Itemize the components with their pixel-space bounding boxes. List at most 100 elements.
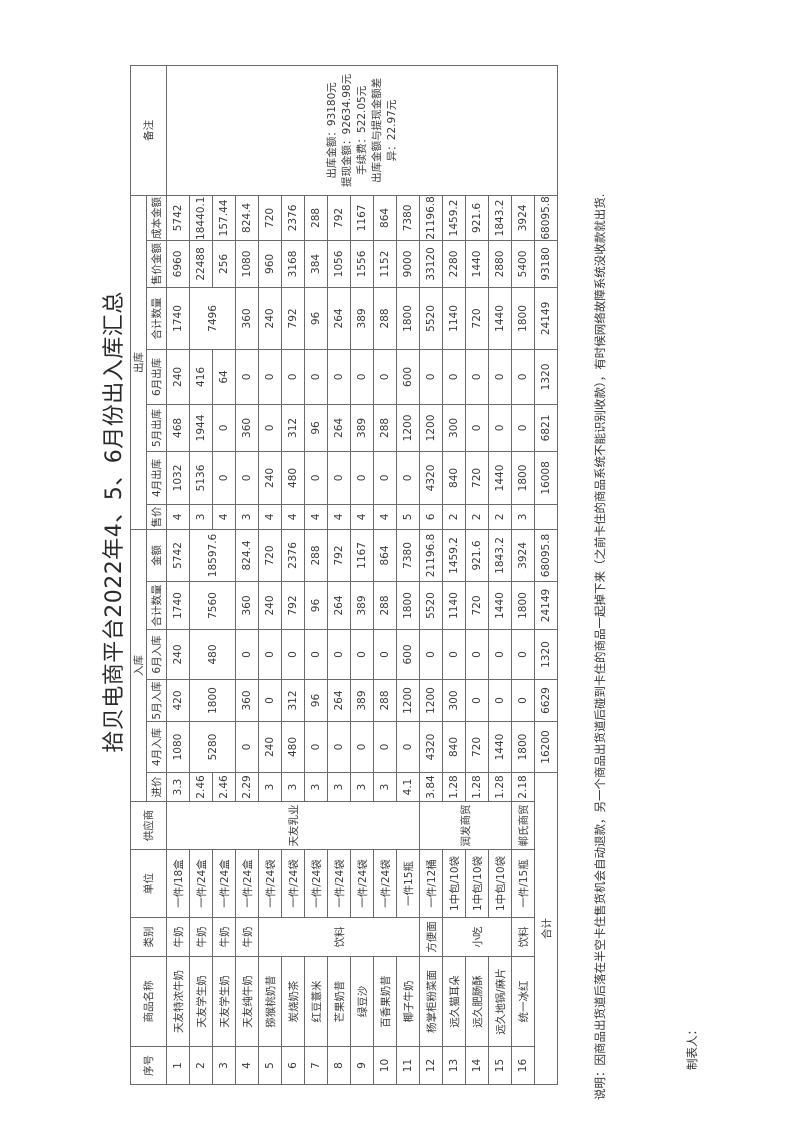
cell-sale-amount: 33120	[419, 240, 443, 288]
cell-out-apr: 0	[373, 451, 397, 505]
cell-out-apr: 0	[304, 451, 328, 505]
remark-line: 提现金额：92634.98元	[340, 73, 353, 187]
total-row: 合计 16200 6629 1320 24149 68095.8 16008 6821 1320…	[534, 65, 558, 1085]
cell-unit: 一件/24盒	[212, 849, 236, 918]
cell-in-may: 1200	[396, 679, 420, 722]
cell-in-jun: 600	[396, 629, 420, 680]
cell-cost-price: 1.28	[488, 772, 512, 802]
cell-no: 8	[327, 1046, 351, 1085]
cell-name: 远久地锅/麻片	[488, 956, 512, 1047]
cell-cost-price: 3.84	[419, 772, 443, 802]
cell-no: 15	[488, 1046, 512, 1085]
cell-in-amount: 720	[258, 529, 282, 582]
cell-sale-price: 4	[166, 504, 190, 530]
cell-out-apr: 480	[281, 451, 305, 505]
cell-in-jun: 480	[189, 629, 236, 680]
cell-out-jun: 0	[442, 349, 466, 405]
cell-supplier: 郸氏商贸	[511, 801, 535, 850]
cell-cost-price: 3	[258, 772, 282, 802]
cell-out-jun: 64	[212, 349, 236, 405]
header-cost-price: 进价	[146, 772, 167, 802]
total-label: 合计	[534, 772, 558, 1085]
cell-cost-price: 3	[327, 772, 351, 802]
header-in-may: 5月入库	[146, 679, 167, 722]
table-row: 16 统一冰红 饮料 一件/15瓶 郸氏商贸 2.18 1800 0 0 1800 3924 3 180…	[511, 65, 535, 1085]
cell-cost-amount: 5742	[166, 195, 190, 241]
cell-category: 牛奶	[235, 917, 259, 957]
cell-cost-amount: 7380	[396, 195, 420, 241]
cell-cost-amount: 157.44	[212, 195, 236, 241]
cell-in-apr: 240	[258, 721, 282, 773]
cell-in-total: 240	[258, 581, 282, 630]
cell-name: 远久肥肠酥	[465, 956, 489, 1047]
cell-sale-amount: 1556	[350, 240, 374, 288]
cell-in-amount: 288	[304, 529, 328, 582]
cell-out-may: 288	[373, 404, 397, 452]
cell-out-may: 96	[304, 404, 328, 452]
cell-name: 猕猴桃奶昔	[258, 956, 282, 1047]
total-out-apr: 16008	[534, 451, 558, 505]
cell-out-apr: 720	[465, 451, 489, 505]
total-out-may: 6821	[534, 404, 558, 452]
cell-in-total: 1800	[511, 581, 535, 630]
cell-sale-amount: 9000	[396, 240, 420, 288]
header-outbound-group: 出库	[130, 195, 147, 530]
cell-out-total: 792	[281, 287, 305, 350]
cell-out-may: 0	[465, 404, 489, 452]
cell-category: 牛奶	[189, 917, 213, 957]
remark-line: 出库金额：93180元	[325, 82, 338, 179]
total-in-amount: 68095.8	[534, 529, 558, 582]
cell-out-may: 0	[212, 404, 236, 452]
cell-in-may: 389	[350, 679, 374, 722]
cell-out-may: 389	[350, 404, 374, 452]
cell-out-jun: 0	[488, 349, 512, 405]
cell-no: 3	[212, 1046, 236, 1085]
cell-sale-price: 6	[419, 504, 443, 530]
cell-name: 杨掌柜粉菜面	[419, 956, 443, 1047]
cell-in-amount: 21196.8	[419, 529, 443, 582]
cell-cost-price: 3	[350, 772, 374, 802]
cell-unit: 一件/24袋	[350, 849, 374, 918]
remark-line: 出库金额与提现金额差异：22.97元	[370, 77, 398, 183]
cell-in-apr: 0	[304, 721, 328, 773]
total-sale-price	[534, 504, 558, 530]
cell-out-may: 300	[442, 404, 466, 452]
cell-in-may: 264	[327, 679, 351, 722]
cell-in-amount: 5742	[166, 529, 190, 582]
cell-category: 方便面	[419, 917, 443, 957]
cell-out-total: 240	[258, 287, 282, 350]
cell-category: 小吃	[442, 917, 512, 957]
cell-category: 饮料	[258, 917, 420, 957]
cell-out-jun: 0	[350, 349, 374, 405]
cell-cost-amount: 21196.8	[419, 195, 443, 241]
cell-in-jun: 0	[258, 629, 282, 680]
cell-cost-price: 2.29	[235, 772, 259, 802]
cell-cost-amount: 792	[327, 195, 351, 241]
cell-out-apr: 1440	[488, 451, 512, 505]
cell-out-total: 264	[327, 287, 351, 350]
cell-supplier: 天友乳业	[166, 801, 420, 850]
cell-cost-price: 2.46	[212, 772, 236, 802]
cell-out-apr: 1032	[166, 451, 190, 505]
cell-in-apr: 0	[350, 721, 374, 773]
cell-name: 炭烧奶茶	[281, 956, 305, 1047]
cell-in-apr: 0	[396, 721, 420, 773]
cell-out-total: 720	[465, 287, 489, 350]
cell-out-apr: 1800	[511, 451, 535, 505]
header-row: 序号 商品名称 类别 单位 供应商 入库 出库 备注	[130, 65, 167, 1085]
cell-sale-price: 4	[373, 504, 397, 530]
cell-out-total: 96	[304, 287, 328, 350]
cell-unit: 一件/24袋	[327, 849, 351, 918]
cell-in-apr: 720	[465, 721, 489, 773]
cell-in-may: 96	[304, 679, 328, 722]
cell-no: 9	[350, 1046, 374, 1085]
cell-in-apr: 0	[373, 721, 397, 773]
cell-out-jun: 0	[373, 349, 397, 405]
cell-cost-price: 4.1	[396, 772, 420, 802]
cell-unit: 1中包/10袋	[465, 849, 489, 918]
cell-sale-amount: 1440	[465, 240, 489, 288]
cell-in-may: 0	[465, 679, 489, 722]
cell-cost-price: 1.28	[442, 772, 466, 802]
total-in-apr: 16200	[534, 721, 558, 773]
